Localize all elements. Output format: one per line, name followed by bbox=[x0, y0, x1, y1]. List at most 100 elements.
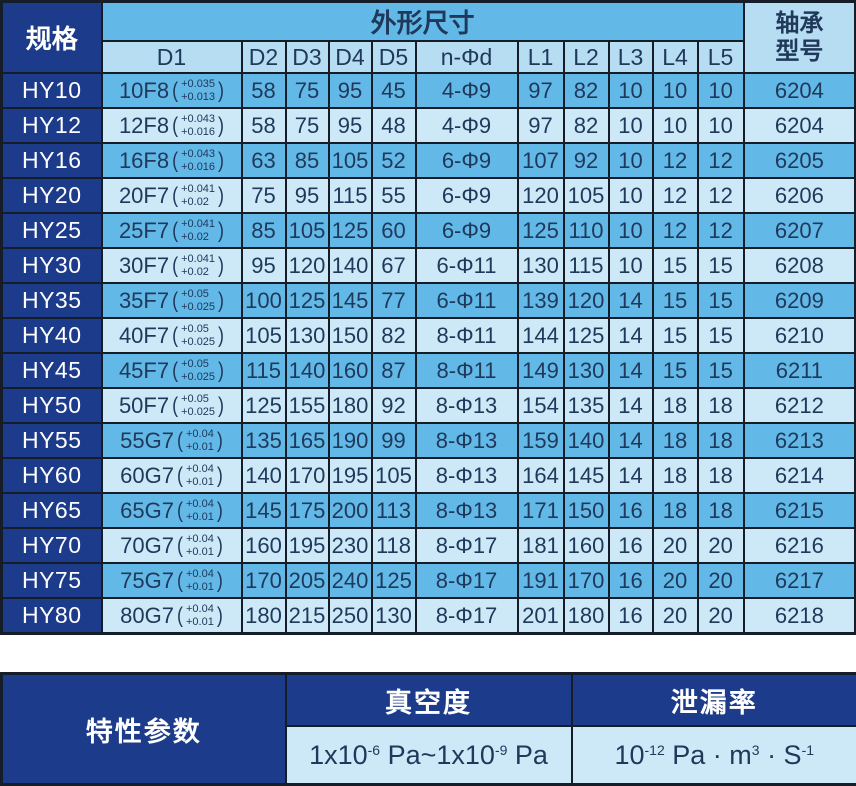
column-header-d1: D1 bbox=[102, 41, 242, 73]
params-title: 特性参数 bbox=[2, 674, 286, 785]
cell-l3: 16 bbox=[609, 563, 653, 598]
paren-open: ( bbox=[177, 497, 183, 523]
cell-d1: 40F7(+0.05+0.025) bbox=[102, 318, 242, 353]
tolerance-upper: +0.04 bbox=[186, 568, 214, 580]
cell-l3: 14 bbox=[609, 388, 653, 423]
cell-l3: 10 bbox=[609, 143, 653, 178]
cell-d5: 82 bbox=[372, 318, 416, 353]
tolerance-upper: +0.04 bbox=[186, 603, 214, 615]
cell-l1: 171 bbox=[518, 493, 564, 528]
value-text: 1x10 bbox=[309, 740, 368, 770]
cell-nd: 8-Φ13 bbox=[416, 458, 518, 493]
d1-value: 50F7(+0.05+0.025) bbox=[119, 393, 224, 419]
cell-d3: 105 bbox=[286, 213, 329, 248]
tolerance-stack: +0.04+0.01 bbox=[186, 498, 214, 523]
cell-bearing: 6204 bbox=[744, 73, 856, 108]
tolerance-lower: +0.02 bbox=[181, 231, 215, 243]
tolerance-stack: +0.04+0.01 bbox=[186, 428, 214, 453]
row-spec-label: HY16 bbox=[2, 143, 102, 178]
cell-d1: 65G7(+0.04+0.01) bbox=[102, 493, 242, 528]
paren-close: ) bbox=[217, 497, 223, 523]
paren-close: ) bbox=[217, 602, 223, 628]
cell-d1: 50F7(+0.05+0.025) bbox=[102, 388, 242, 423]
cell-d5: 45 bbox=[372, 73, 416, 108]
row-spec-label: HY35 bbox=[2, 283, 102, 318]
paren-close: ) bbox=[218, 392, 224, 418]
tolerance-upper: +0.043 bbox=[181, 113, 215, 125]
d1-base: 40F7 bbox=[119, 323, 169, 349]
cell-l5: 18 bbox=[698, 423, 744, 458]
cell-l1: 181 bbox=[518, 528, 564, 563]
value-text: · S bbox=[760, 740, 802, 770]
row-spec-label: HY55 bbox=[2, 423, 102, 458]
cell-nd: 8-Φ17 bbox=[416, 563, 518, 598]
cell-d5: 92 bbox=[372, 388, 416, 423]
cell-d3: 175 bbox=[286, 493, 329, 528]
d1-value: 25F7(+0.041+0.02) bbox=[119, 218, 224, 244]
cell-d4: 240 bbox=[329, 563, 372, 598]
cell-l5: 12 bbox=[698, 213, 744, 248]
cell-l4: 18 bbox=[653, 388, 698, 423]
cell-nd: 8-Φ17 bbox=[416, 598, 518, 634]
cell-d4: 200 bbox=[329, 493, 372, 528]
tolerance-lower: +0.01 bbox=[186, 476, 214, 488]
value-text: Pa bbox=[507, 740, 548, 770]
tolerance-lower: +0.01 bbox=[186, 511, 214, 523]
cell-d3: 170 bbox=[286, 458, 329, 493]
cell-l2: 150 bbox=[564, 493, 609, 528]
superscript: -12 bbox=[645, 742, 665, 758]
cell-d3: 140 bbox=[286, 353, 329, 388]
cell-d3: 75 bbox=[286, 108, 329, 143]
cell-nd: 8-Φ11 bbox=[416, 318, 518, 353]
cell-d2: 135 bbox=[242, 423, 286, 458]
d1-value: 16F8(+0.043+0.016) bbox=[119, 148, 224, 174]
tolerance-upper: +0.04 bbox=[186, 428, 214, 440]
d1-base: 20F7 bbox=[119, 183, 169, 209]
cell-l3: 10 bbox=[609, 213, 653, 248]
d1-value: 35F7(+0.05+0.025) bbox=[119, 288, 224, 314]
cell-l5: 12 bbox=[698, 178, 744, 213]
spec-column-header: 规格 bbox=[2, 2, 102, 74]
d1-base: 35F7 bbox=[119, 288, 169, 314]
cell-l5: 20 bbox=[698, 528, 744, 563]
cell-d3: 195 bbox=[286, 528, 329, 563]
vacuum-degree-header: 真空度 bbox=[286, 674, 572, 727]
cell-l3: 14 bbox=[609, 458, 653, 493]
tolerance-stack: +0.035+0.013 bbox=[181, 78, 215, 103]
cell-d1: 16F8(+0.043+0.016) bbox=[102, 143, 242, 178]
cell-l4: 18 bbox=[653, 458, 698, 493]
cell-d2: 180 bbox=[242, 598, 286, 634]
cell-d5: 55 bbox=[372, 178, 416, 213]
tolerance-lower: +0.025 bbox=[181, 371, 215, 383]
tolerance-stack: +0.043+0.016 bbox=[181, 113, 215, 138]
tolerance-upper: +0.041 bbox=[181, 218, 215, 230]
row-spec-label: HY50 bbox=[2, 388, 102, 423]
cell-d2: 58 bbox=[242, 73, 286, 108]
cell-l2: 145 bbox=[564, 458, 609, 493]
paren-open: ( bbox=[172, 252, 178, 278]
column-header-l1: L1 bbox=[518, 41, 564, 73]
superscript: 3 bbox=[752, 742, 760, 758]
d1-value: 45F7(+0.05+0.025) bbox=[119, 358, 224, 384]
leak-rate-value: 10-12 Pa · m3 · S-1 bbox=[572, 726, 856, 785]
cell-d2: 75 bbox=[242, 178, 286, 213]
cell-d4: 140 bbox=[329, 248, 372, 283]
cell-d2: 105 bbox=[242, 318, 286, 353]
cell-d5: 48 bbox=[372, 108, 416, 143]
tolerance-lower: +0.016 bbox=[181, 161, 215, 173]
cell-bearing: 6208 bbox=[744, 248, 856, 283]
paren-close: ) bbox=[218, 252, 224, 278]
cell-l4: 15 bbox=[653, 353, 698, 388]
cell-l4: 20 bbox=[653, 563, 698, 598]
cell-bearing: 6210 bbox=[744, 318, 856, 353]
tolerance-lower: +0.01 bbox=[186, 546, 214, 558]
cell-d3: 125 bbox=[286, 283, 329, 318]
superscript: -9 bbox=[495, 742, 507, 758]
bearing-header-line2: 型号 bbox=[745, 38, 855, 66]
